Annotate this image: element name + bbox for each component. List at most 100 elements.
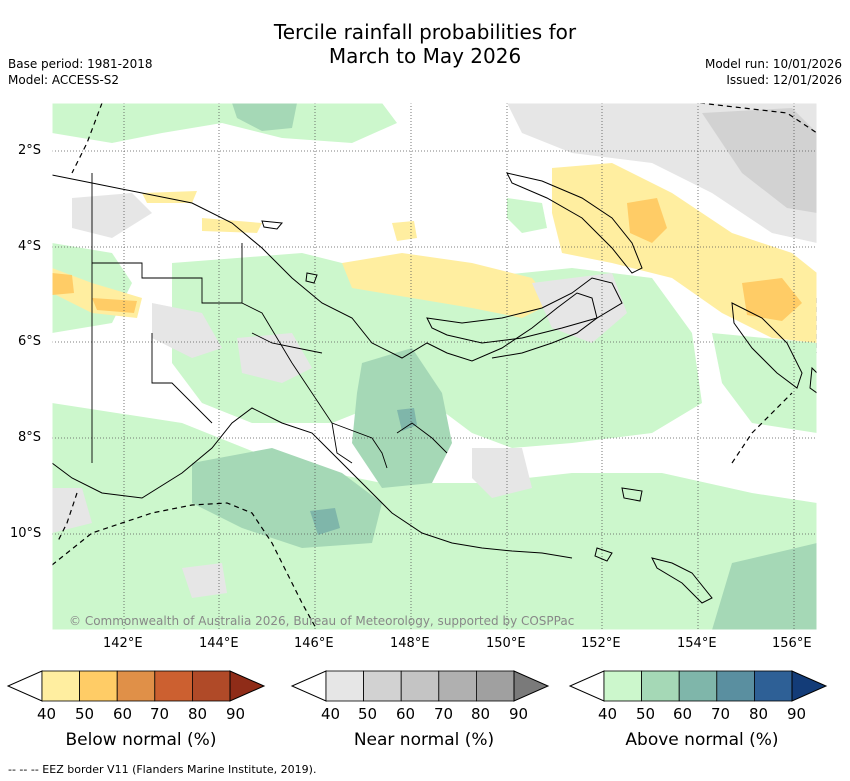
above50-north xyxy=(232,103,297,131)
near-region-south xyxy=(182,563,227,598)
eez-south-curve xyxy=(52,502,318,630)
colorbar-below-segment-60 xyxy=(116,670,156,702)
colorbar-below-segment-70 xyxy=(154,670,193,702)
above60-a xyxy=(397,408,417,431)
below-region-north-small xyxy=(142,191,197,203)
colorbar-below-segment-50 xyxy=(79,670,118,702)
near-region-west-mid xyxy=(152,303,222,358)
province-border-5 xyxy=(331,422,388,469)
cb-near-label: Near normal (%) xyxy=(353,730,495,750)
colorbar-near-low-tip xyxy=(290,670,327,702)
cb-above-tick-40: 40 xyxy=(598,705,618,723)
colorbar-above-segment-70 xyxy=(716,670,755,702)
below50-d xyxy=(92,298,137,313)
base-period: Base period: 1981-2018 xyxy=(8,57,153,71)
issued-date: Issued: 12/01/2026 xyxy=(726,73,842,87)
cb-below-label: Below normal (%) xyxy=(65,730,217,750)
eez-borders xyxy=(52,103,817,630)
eez-north xyxy=(71,103,103,174)
cb-near-tick-80: 80 xyxy=(471,705,491,723)
province-border-2 xyxy=(151,333,213,424)
lon-label-148e: 148°E xyxy=(390,636,430,651)
below-region-center xyxy=(342,253,552,318)
near-region-southwest xyxy=(52,488,92,533)
above60-b xyxy=(310,508,340,535)
cb-below-tick-70: 70 xyxy=(150,705,170,723)
lat-label-8s: 8°S xyxy=(18,430,42,445)
lon-label-142e: 142°E xyxy=(103,636,143,651)
island-manus xyxy=(261,220,283,230)
bougainville xyxy=(731,302,803,389)
above-region-ne-small xyxy=(507,198,547,233)
colorbar-above-segment-60 xyxy=(678,670,718,702)
colorbar-near-segment-70 xyxy=(438,670,477,702)
province-border-4 xyxy=(291,362,353,464)
colorbar-above-low-tip xyxy=(568,670,605,702)
colorbar-above-segment-40 xyxy=(603,670,642,702)
colorbar-near-segment-60 xyxy=(400,670,440,702)
cb-near-tick-40: 40 xyxy=(321,705,341,723)
below-normal-50 xyxy=(52,198,802,321)
cb-near-tick-70: 70 xyxy=(434,705,454,723)
lon-label-156e: 156°E xyxy=(772,636,812,651)
model-name: Model: ACCESS-S2 xyxy=(8,73,120,87)
new-britain xyxy=(426,277,623,344)
lat-label-6s: 6°S xyxy=(18,334,42,349)
colorbar-near-high-tip xyxy=(513,670,550,702)
cb-above-tick-70: 70 xyxy=(711,705,731,723)
gridlines xyxy=(52,103,817,630)
eez-southeast xyxy=(731,392,793,464)
colorbar-near-segment-40 xyxy=(325,670,364,702)
cb-above-tick-80: 80 xyxy=(749,705,769,723)
cb-below-tick-60: 60 xyxy=(113,705,133,723)
near-normal-50 xyxy=(702,108,817,213)
cb-below-tick-80: 80 xyxy=(188,705,208,723)
island-south-1 xyxy=(621,487,643,502)
coastlines xyxy=(52,172,817,604)
colorbar-near-normal xyxy=(290,670,550,702)
lon-label-146e: 146°E xyxy=(294,636,334,651)
cb-above-label: Above normal (%) xyxy=(625,730,779,750)
colorbar-near-segment-80 xyxy=(475,670,515,702)
near-region-southeast xyxy=(472,448,532,498)
cb-near-tick-50: 50 xyxy=(358,705,378,723)
solomon-island-east xyxy=(809,366,817,394)
new-guinea-north-coast xyxy=(52,174,598,362)
province-border-3 xyxy=(241,243,293,364)
below50-a xyxy=(627,198,667,243)
lon-label-144e: 144°E xyxy=(199,636,239,651)
below50-b xyxy=(742,278,802,321)
rainfall-map: © Commonwealth of Australia 2026, Bureau… xyxy=(52,103,817,630)
cb-below-tick-50: 50 xyxy=(75,705,95,723)
colorbar-below-low-tip xyxy=(6,670,43,702)
near50-a xyxy=(702,108,817,213)
colorbar-above-normal xyxy=(568,670,828,702)
lon-label-154e: 154°E xyxy=(677,636,717,651)
colorbar-below-high-tip xyxy=(229,670,266,702)
cb-above-tick-60: 60 xyxy=(673,705,693,723)
model-run: Model run: 10/01/2026 xyxy=(704,57,842,71)
new-guinea-south-coast xyxy=(52,407,573,559)
eez-footer-note: -- -- -- EEZ border V11 (Flanders Marine… xyxy=(8,763,317,776)
provincial-borders xyxy=(91,173,448,469)
colorbar-below-segment-40 xyxy=(41,670,80,702)
map-title-line2: March to May 2026 xyxy=(328,44,522,68)
cb-near-tick-90: 90 xyxy=(509,705,529,723)
cb-above-tick-90: 90 xyxy=(787,705,807,723)
lat-label-10s: 10°S xyxy=(10,526,42,541)
colorbar-above-segment-50 xyxy=(641,670,680,702)
near-region-east-mid xyxy=(532,273,627,343)
near-region-center-west xyxy=(237,333,312,383)
below-region-north-small2 xyxy=(202,218,262,233)
colorbar-near-segment-50 xyxy=(363,670,402,702)
cb-near-tick-60: 60 xyxy=(396,705,416,723)
lat-label-2s: 2°S xyxy=(18,143,42,158)
lon-label-150e: 150°E xyxy=(486,636,526,651)
province-border-6 xyxy=(251,332,323,354)
below50-c xyxy=(52,273,74,295)
map-title-line1: Tercile rainfall probabilities for xyxy=(273,20,577,44)
above50-southeast xyxy=(712,543,817,630)
above-normal-60 xyxy=(310,408,417,535)
island-karkar xyxy=(305,272,318,284)
province-border-7 xyxy=(396,422,448,454)
